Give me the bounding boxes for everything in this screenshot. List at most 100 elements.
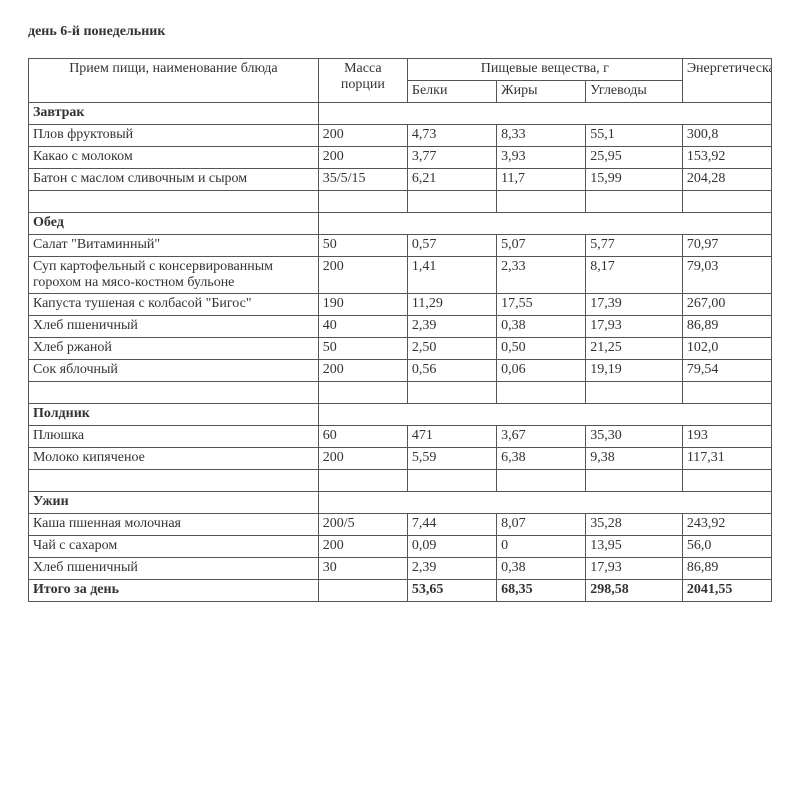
cell-e: 204,28 bbox=[682, 169, 771, 191]
cell-f: 0,50 bbox=[497, 338, 586, 360]
cell-f: 11,7 bbox=[497, 169, 586, 191]
hdr-protein: Белки bbox=[407, 81, 496, 103]
cell-c: 15,99 bbox=[586, 169, 683, 191]
empty-row bbox=[29, 382, 772, 404]
hdr-carb: Углеводы bbox=[586, 81, 683, 103]
cell-e: 193 bbox=[682, 426, 771, 448]
cell-e: 86,89 bbox=[682, 316, 771, 338]
cell-c: 55,1 bbox=[586, 125, 683, 147]
hdr-nutrients: Пищевые вещества, г bbox=[407, 59, 682, 81]
cell-p: 1,41 bbox=[407, 257, 496, 294]
page-title: день 6-й понедельник bbox=[28, 24, 772, 40]
cell-name: Капуста тушеная с колбасой "Бигос" bbox=[29, 294, 319, 316]
cell-f: 8,07 bbox=[497, 514, 586, 536]
cell-f: 0,38 bbox=[497, 316, 586, 338]
cell-mass: 200 bbox=[318, 536, 407, 558]
table-row: Хлеб пшеничный 30 2,39 0,38 17,93 86,89 bbox=[29, 558, 772, 580]
cell-name: Хлеб ржаной bbox=[29, 338, 319, 360]
cell-e: 79,54 bbox=[682, 360, 771, 382]
cell-c: 35,30 bbox=[586, 426, 683, 448]
total-c: 298,58 bbox=[586, 580, 683, 602]
section-blank bbox=[318, 103, 771, 125]
cell-name: Чай с сахаром bbox=[29, 536, 319, 558]
table-row: Каша пшенная молочная 200/5 7,44 8,07 35… bbox=[29, 514, 772, 536]
table-row: Молоко кипяченое 200 5,59 6,38 9,38 117,… bbox=[29, 448, 772, 470]
total-p: 53,65 bbox=[407, 580, 496, 602]
cell-f: 0 bbox=[497, 536, 586, 558]
cell-c: 8,17 bbox=[586, 257, 683, 294]
cell-c: 17,93 bbox=[586, 558, 683, 580]
section-label: Завтрак bbox=[29, 103, 319, 125]
cell-name: Сок яблочный bbox=[29, 360, 319, 382]
cell-p: 2,39 bbox=[407, 316, 496, 338]
cell-mass: 200 bbox=[318, 360, 407, 382]
table-row: Плюшка 60 471 3,67 35,30 193 bbox=[29, 426, 772, 448]
cell-c: 19,19 bbox=[586, 360, 683, 382]
section-label: Полдник bbox=[29, 404, 319, 426]
section-breakfast: Завтрак bbox=[29, 103, 772, 125]
cell-name: Каша пшенная молочная bbox=[29, 514, 319, 536]
hdr-energy: Энергетическая bbox=[682, 59, 771, 103]
cell-name: Хлеб пшеничный bbox=[29, 316, 319, 338]
cell-p: 4,73 bbox=[407, 125, 496, 147]
section-label: Обед bbox=[29, 213, 319, 235]
table-row: Сок яблочный 200 0,56 0,06 19,19 79,54 bbox=[29, 360, 772, 382]
cell-f: 6,38 bbox=[497, 448, 586, 470]
section-lunch: Обед bbox=[29, 213, 772, 235]
cell-c: 21,25 bbox=[586, 338, 683, 360]
total-f: 68,35 bbox=[497, 580, 586, 602]
cell-e: 86,89 bbox=[682, 558, 771, 580]
cell-mass: 200 bbox=[318, 125, 407, 147]
cell-f: 17,55 bbox=[497, 294, 586, 316]
hdr-mass: Масса порции bbox=[318, 59, 407, 103]
cell-c: 17,39 bbox=[586, 294, 683, 316]
cell-c: 17,93 bbox=[586, 316, 683, 338]
cell-p: 3,77 bbox=[407, 147, 496, 169]
cell-f: 0,38 bbox=[497, 558, 586, 580]
section-blank bbox=[318, 404, 771, 426]
cell-e: 300,8 bbox=[682, 125, 771, 147]
cell-p: 2,50 bbox=[407, 338, 496, 360]
cell-p: 6,21 bbox=[407, 169, 496, 191]
total-mass bbox=[318, 580, 407, 602]
table-row: Плов фруктовый 200 4,73 8,33 55,1 300,8 bbox=[29, 125, 772, 147]
section-blank bbox=[318, 492, 771, 514]
cell-mass: 200 bbox=[318, 257, 407, 294]
cell-p: 0,57 bbox=[407, 235, 496, 257]
cell-e: 79,03 bbox=[682, 257, 771, 294]
cell-name: Суп картофельный с консервированным горо… bbox=[29, 257, 319, 294]
cell-f: 5,07 bbox=[497, 235, 586, 257]
table-row: Суп картофельный с консервированным горо… bbox=[29, 257, 772, 294]
cell-name: Какао с молоком bbox=[29, 147, 319, 169]
table-row: Салат "Витаминный" 50 0,57 5,07 5,77 70,… bbox=[29, 235, 772, 257]
menu-table: Прием пищи, наименование блюда Масса пор… bbox=[28, 58, 772, 602]
cell-c: 35,28 bbox=[586, 514, 683, 536]
hdr-fat: Жиры bbox=[497, 81, 586, 103]
cell-f: 3,93 bbox=[497, 147, 586, 169]
section-snack: Полдник bbox=[29, 404, 772, 426]
total-label: Итого за день bbox=[29, 580, 319, 602]
cell-p: 0,56 bbox=[407, 360, 496, 382]
cell-p: 5,59 bbox=[407, 448, 496, 470]
cell-f: 8,33 bbox=[497, 125, 586, 147]
cell-p: 2,39 bbox=[407, 558, 496, 580]
cell-name: Молоко кипяченое bbox=[29, 448, 319, 470]
cell-name: Плюшка bbox=[29, 426, 319, 448]
cell-mass: 200/5 bbox=[318, 514, 407, 536]
cell-e: 117,31 bbox=[682, 448, 771, 470]
cell-name: Батон с маслом сливочным и сыром bbox=[29, 169, 319, 191]
table-row: Батон с маслом сливочным и сыром 35/5/15… bbox=[29, 169, 772, 191]
cell-mass: 35/5/15 bbox=[318, 169, 407, 191]
cell-c: 9,38 bbox=[586, 448, 683, 470]
cell-c: 25,95 bbox=[586, 147, 683, 169]
total-e: 2041,55 bbox=[682, 580, 771, 602]
cell-mass: 190 bbox=[318, 294, 407, 316]
cell-mass: 50 bbox=[318, 338, 407, 360]
table-row: Чай с сахаром 200 0,09 0 13,95 56,0 bbox=[29, 536, 772, 558]
empty-row bbox=[29, 470, 772, 492]
hdr-name: Прием пищи, наименование блюда bbox=[29, 59, 319, 103]
total-row: Итого за день 53,65 68,35 298,58 2041,55 bbox=[29, 580, 772, 602]
cell-e: 267,00 bbox=[682, 294, 771, 316]
cell-c: 13,95 bbox=[586, 536, 683, 558]
cell-mass: 200 bbox=[318, 448, 407, 470]
